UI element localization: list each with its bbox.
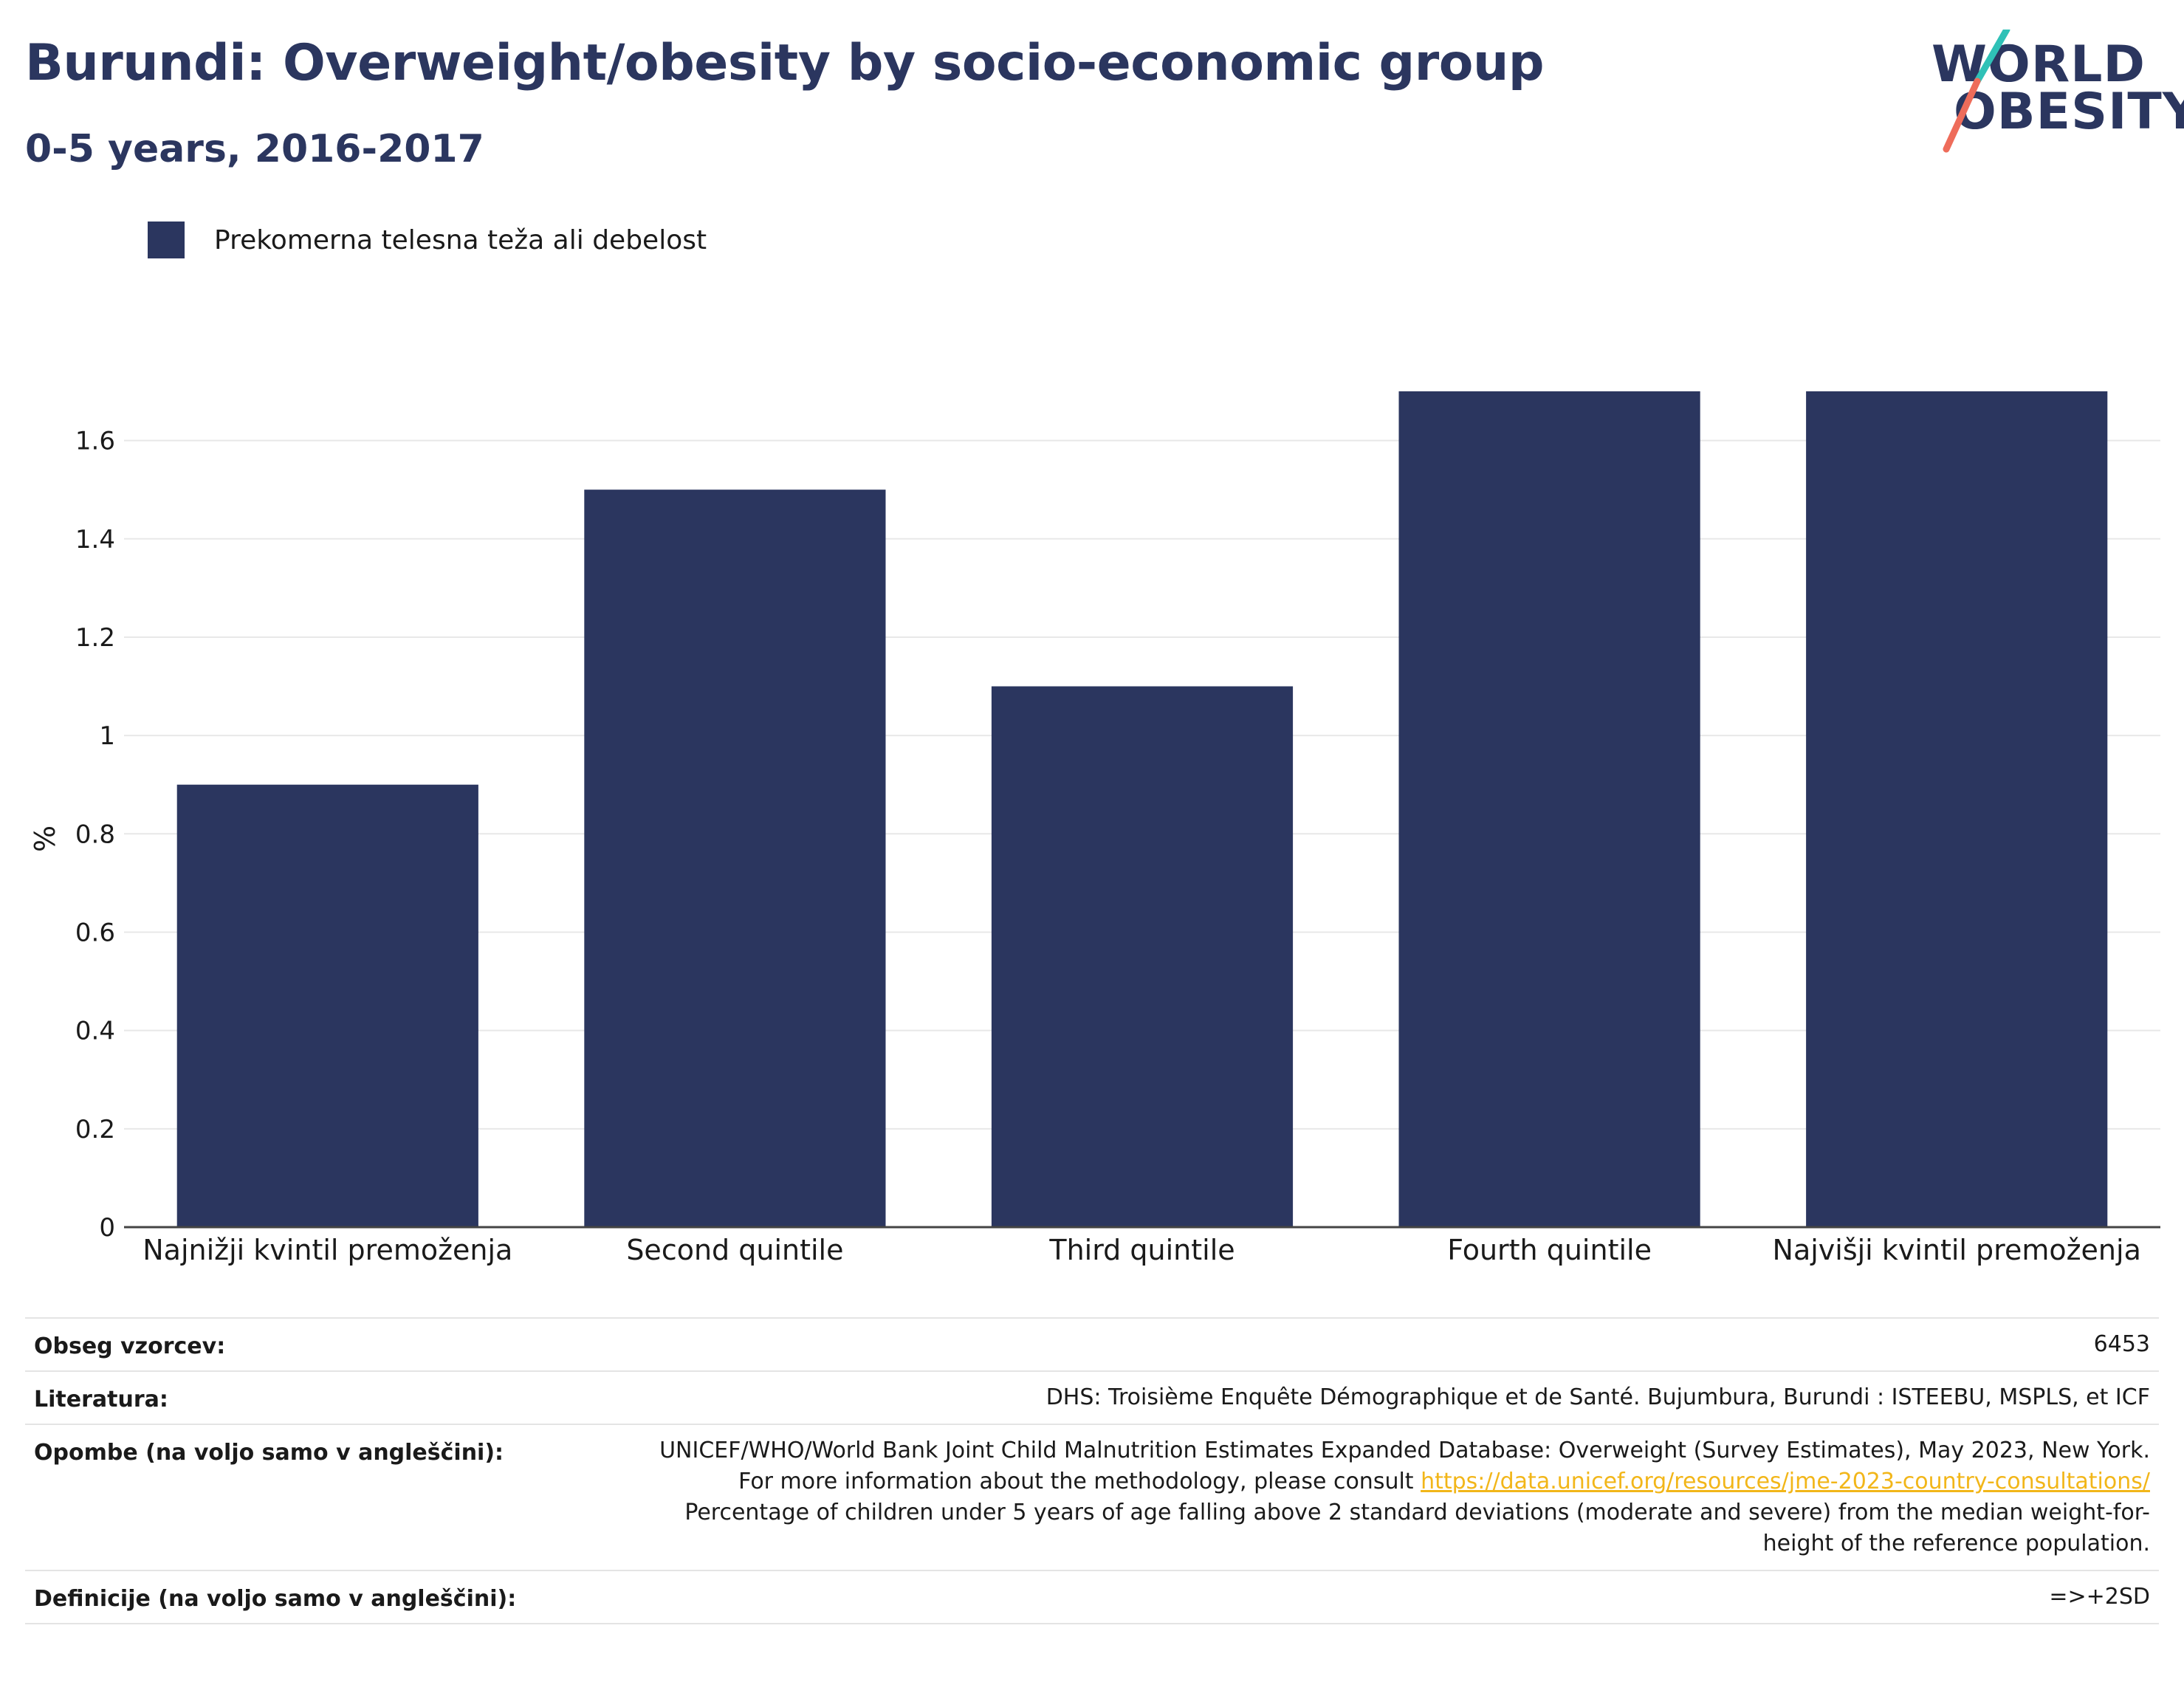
remarks-text-1: UNICEF/WHO/World Bank Joint Child Malnut… [659, 1438, 2150, 1494]
note-row-literature: Literatura: DHS: Troisième Enquête Démog… [25, 1370, 2159, 1424]
x-tick-label: Third quintile [1048, 1234, 1234, 1266]
x-tick-label: Najvišji kvintil premoženja [1773, 1234, 2141, 1266]
logo-line-2: OBESITY [1954, 83, 2184, 141]
y-axis-label: % [29, 825, 61, 852]
note-row-definitions: Definicije (na voljo samo v angleščini):… [25, 1570, 2159, 1624]
bar [1806, 391, 2108, 1227]
remarks-text-2: Percentage of children under 5 years of … [684, 1500, 2150, 1556]
y-tick-label: 1 [99, 721, 115, 751]
x-tick-label: Fourth quintile [1447, 1234, 1652, 1266]
bar [991, 686, 1294, 1227]
remarks-link[interactable]: https://data.unicef.org/resources/jme-20… [1421, 1469, 2150, 1494]
chart-title: Burundi: Overweight/obesity by socio-eco… [25, 34, 1545, 92]
y-tick-label: 0 [99, 1213, 115, 1243]
bar [1398, 391, 1700, 1227]
x-tick-label: Najnižji kvintil premoženja [142, 1234, 512, 1266]
remarks-value: UNICEF/WHO/World Bank Joint Child Malnut… [629, 1435, 2150, 1559]
definitions-label: Definicije (na voljo samo v angleščini): [34, 1586, 517, 1612]
y-tick-label: 0.4 [75, 1017, 115, 1046]
bar [176, 784, 478, 1227]
y-tick-label: 1.6 [75, 427, 115, 456]
y-tick-label: 0.2 [75, 1115, 115, 1144]
legend-swatch [148, 222, 185, 258]
bar [584, 490, 886, 1227]
legend-label: Prekomerna telesna teža ali debelost [214, 224, 707, 255]
definitions-value: =>+2SD [2049, 1584, 2150, 1610]
chart-subtitle: 0-5 years, 2016-2017 [25, 127, 484, 171]
logo-line-1: WORLD [1931, 35, 2146, 94]
literature-value: DHS: Troisième Enquête Démographique et … [1045, 1384, 2150, 1410]
notes-table: Obseg vzorcev: 6453 Literatura: DHS: Tro… [25, 1317, 2159, 1624]
y-tick-label: 0.6 [75, 918, 115, 947]
bar-chart: 0 0.2 0.4 0.6 0.8 1 1.2 1.4 1.6 Najnižji kvintil … [29, 391, 2160, 1266]
sample-size-label: Obseg vzorcev: [34, 1333, 226, 1359]
note-row-sample-size: Obseg vzorcev: 6453 [25, 1317, 2159, 1370]
y-tick-label: 1.4 [75, 525, 115, 555]
x-tick-label: Second quintile [626, 1234, 843, 1266]
note-row-remarks: Opombe (na voljo samo v angleščini): UNI… [25, 1424, 2159, 1570]
y-tick-label: 1.2 [75, 623, 115, 653]
remarks-label: Opombe (na voljo samo v angleščini): [34, 1440, 504, 1466]
world-obesity-logo: WORLD OBESITY [1920, 30, 2184, 155]
logo-slash-icon [1943, 30, 2010, 153]
sample-size-value: 6453 [2093, 1331, 2150, 1357]
y-tick-label: 0.8 [75, 820, 115, 849]
literature-label: Literatura: [34, 1387, 168, 1412]
legend[interactable]: Prekomerna telesna teža ali debelost [148, 222, 707, 258]
